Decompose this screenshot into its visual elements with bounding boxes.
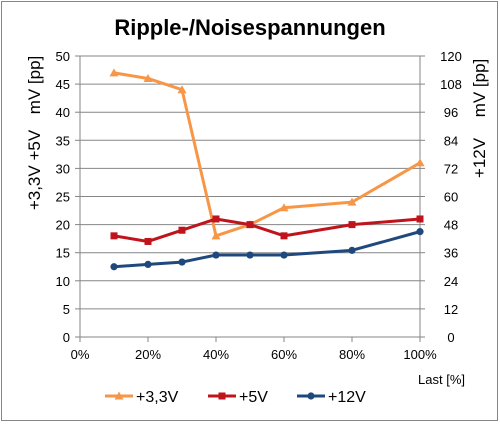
- data-point-circle: [178, 258, 186, 266]
- y-left-axis-label-line1: +3,3V +5V: [25, 129, 44, 210]
- chart-border: [1, 1, 498, 421]
- y-left-axis-label-line2: mV [pp]: [25, 56, 44, 115]
- y-left-tick-label: 20: [56, 218, 70, 233]
- y-right-tick-label: 60: [444, 190, 458, 205]
- data-point-square: [246, 221, 254, 229]
- data-point-circle: [212, 251, 220, 259]
- x-tick-label: 60%: [271, 347, 297, 362]
- data-point-square: [144, 237, 152, 245]
- x-tick-label: 100%: [403, 347, 437, 362]
- series-12v: [110, 228, 424, 271]
- chart-title: Ripple-/Noisespannungen: [114, 15, 385, 40]
- data-point-triangle: [143, 73, 153, 82]
- legend-item: +5V: [208, 389, 268, 406]
- y-left-tick-label: 25: [56, 190, 70, 205]
- y-left-tick-label: 10: [56, 274, 70, 289]
- legend-label: +12V: [328, 389, 366, 406]
- x-tick-label: 40%: [203, 347, 229, 362]
- y-left-tick-label: 35: [56, 133, 70, 148]
- legend-label: +3,3V: [136, 389, 179, 406]
- y-left-tick-label: 15: [56, 246, 70, 261]
- data-point-square: [280, 232, 288, 240]
- legend-item: +3,3V: [105, 389, 179, 406]
- data-point-circle: [416, 228, 424, 236]
- data-point-triangle: [114, 391, 124, 400]
- y-right-tick-label: 0: [447, 330, 454, 345]
- y-left-tick-labels: 0 5 10 15 20 25 30 35 40 45 50: [56, 49, 70, 345]
- x-tick-label: 80%: [339, 347, 365, 362]
- y-left-tick-label: 5: [63, 302, 70, 317]
- gridlines: [80, 55, 420, 310]
- data-point-square: [110, 232, 118, 240]
- y-left-tick-label: 40: [56, 105, 70, 120]
- y-right-tick-label: 48: [444, 218, 458, 233]
- data-point-circle: [307, 392, 315, 400]
- data-point-square: [416, 215, 424, 223]
- data-point-triangle: [177, 85, 187, 94]
- x-tick-label: 20%: [135, 347, 161, 362]
- y-right-tick-label: 84: [444, 133, 458, 148]
- y-right-tick-label: 24: [444, 274, 458, 289]
- y-right-tick-label: 36: [444, 246, 458, 261]
- data-point-square: [348, 221, 356, 229]
- y-right-axis-label-line1: mV [pp]: [470, 59, 489, 118]
- data-point-square: [178, 226, 186, 234]
- series-5v: [110, 215, 424, 245]
- series-line: [113, 217, 421, 243]
- legend-item: +12V: [297, 389, 366, 406]
- y-left-tick-label: 45: [56, 77, 70, 92]
- y-left-tick-label: 30: [56, 161, 70, 176]
- axes: [75, 55, 425, 342]
- y-right-tick-label: 120: [440, 49, 462, 64]
- y-left-tick-label: 0: [63, 330, 70, 345]
- data-point-triangle: [109, 68, 119, 77]
- x-tick-labels: 0% 20% 40% 60% 80% 100%: [71, 347, 437, 362]
- data-point-circle: [280, 251, 288, 259]
- y-right-axis-label-line2: +12V: [470, 137, 489, 178]
- legend: +3,3V +5V +12V: [105, 389, 366, 406]
- y-right-tick-label: 96: [444, 105, 458, 120]
- data-point-circle: [348, 246, 356, 254]
- data-point-circle: [246, 251, 254, 259]
- data-point-triangle: [415, 158, 425, 167]
- x-axis-label: Last [%]: [418, 372, 465, 387]
- series-line: [113, 230, 421, 269]
- data-point-circle: [144, 260, 152, 269]
- y-right-tick-label: 12: [444, 302, 458, 317]
- y-right-tick-label: 108: [440, 77, 462, 92]
- legend-label: +5V: [239, 389, 268, 406]
- x-tick-label: 0%: [71, 347, 90, 362]
- data-point-square: [218, 392, 226, 400]
- y-right-tick-label: 72: [444, 161, 458, 176]
- data-point-triangle: [279, 203, 289, 212]
- y-right-tick-labels: 0 12 24 36 48 60 72 84 96 108 120: [440, 49, 462, 345]
- series-line: [113, 71, 421, 238]
- y-left-tick-label: 50: [56, 49, 70, 64]
- data-point-triangle: [347, 197, 357, 206]
- series-layer: [109, 68, 425, 271]
- data-point-circle: [110, 263, 118, 271]
- data-point-square: [212, 215, 220, 223]
- data-point-triangle: [211, 231, 221, 240]
